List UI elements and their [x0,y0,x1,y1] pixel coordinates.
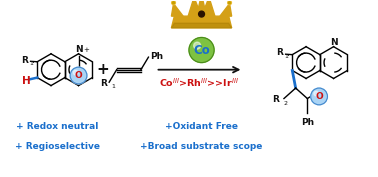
Polygon shape [172,4,183,16]
Polygon shape [201,0,215,16]
Circle shape [198,11,204,17]
Circle shape [228,1,231,5]
Circle shape [189,38,214,63]
Circle shape [70,67,87,84]
Text: R: R [22,56,28,65]
Text: +: + [96,62,109,77]
Text: O: O [75,71,82,80]
Text: Co: Co [193,44,210,56]
Text: R: R [101,79,107,88]
Text: + Redox neutral: + Redox neutral [16,122,99,132]
Text: H: H [22,76,30,85]
Text: 2: 2 [284,101,288,106]
Text: N: N [75,45,83,54]
Text: +: + [84,47,90,53]
Text: N: N [330,38,338,47]
Polygon shape [197,0,206,16]
Circle shape [311,88,327,105]
Text: Ph: Ph [150,52,163,61]
Polygon shape [188,0,201,16]
Polygon shape [172,16,232,28]
Circle shape [73,70,78,75]
Text: + Regioselective: + Regioselective [15,142,100,151]
Circle shape [229,2,231,4]
Polygon shape [220,4,232,16]
Circle shape [194,42,201,49]
Polygon shape [172,23,232,28]
Text: +Broad substrate scope: +Broad substrate scope [140,142,263,151]
Text: R: R [276,48,283,58]
Text: .: . [32,55,35,65]
Text: 1: 1 [284,54,288,59]
Circle shape [172,1,175,5]
Circle shape [314,91,319,96]
Text: +Oxidant Free: +Oxidant Free [165,122,238,132]
Text: 1: 1 [29,61,33,66]
Text: R: R [272,95,279,104]
Text: Co$^{III}$>Rh$^{III}$>>Ir$^{III}$: Co$^{III}$>Rh$^{III}$>>Ir$^{III}$ [160,77,239,89]
Circle shape [172,2,175,4]
Text: Ph: Ph [301,118,314,127]
Text: O: O [315,92,323,101]
Text: .: . [287,48,290,58]
Text: 1: 1 [112,84,116,89]
